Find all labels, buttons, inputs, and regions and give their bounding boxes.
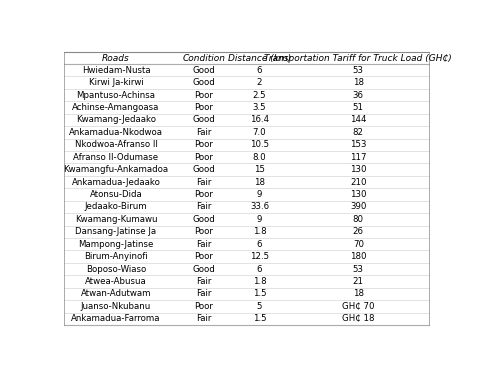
Text: Ankamadua-Jedaako: Ankamadua-Jedaako (72, 178, 160, 186)
Text: 1.8: 1.8 (252, 227, 266, 236)
Text: 53: 53 (352, 66, 363, 75)
Text: 3.5: 3.5 (252, 103, 266, 112)
Text: 18: 18 (352, 78, 363, 87)
Text: Roads: Roads (102, 54, 130, 63)
Text: Condition: Condition (182, 54, 225, 63)
Text: Fair: Fair (195, 314, 211, 323)
Text: 33.6: 33.6 (250, 202, 269, 211)
Text: Fair: Fair (195, 178, 211, 186)
Text: 18: 18 (253, 178, 264, 186)
Text: 390: 390 (349, 202, 366, 211)
Text: Ankamadua-Nkodwoa: Ankamadua-Nkodwoa (69, 128, 163, 137)
Text: 9: 9 (256, 190, 262, 199)
Text: Fair: Fair (195, 289, 211, 299)
Text: 36: 36 (352, 91, 363, 100)
Text: Hwiedam-Nusta: Hwiedam-Nusta (82, 66, 150, 75)
Text: 130: 130 (349, 165, 366, 174)
Text: 2.5: 2.5 (252, 91, 266, 100)
Text: Poor: Poor (194, 190, 213, 199)
Text: Atwea-Abusua: Atwea-Abusua (85, 277, 146, 286)
Text: Mampong-Jatinse: Mampong-Jatinse (78, 240, 154, 249)
Text: Poor: Poor (194, 103, 213, 112)
Text: 21: 21 (352, 277, 363, 286)
Text: Juanso-Nkubanu: Juanso-Nkubanu (81, 302, 151, 311)
Text: 180: 180 (349, 252, 366, 261)
Text: Kirwi Ja-kirwi: Kirwi Ja-kirwi (88, 78, 143, 87)
Text: Achinse-Amangoasa: Achinse-Amangoasa (72, 103, 159, 112)
Text: 6: 6 (256, 240, 262, 249)
Text: Poor: Poor (194, 227, 213, 236)
Text: 1.8: 1.8 (252, 277, 266, 286)
Text: Poor: Poor (194, 153, 213, 162)
Text: 53: 53 (352, 265, 363, 273)
Text: 6: 6 (256, 66, 262, 75)
Text: Atwan-Adutwam: Atwan-Adutwam (81, 289, 151, 299)
Text: Good: Good (192, 215, 215, 224)
Text: 117: 117 (349, 153, 366, 162)
Text: Dansang-Jatinse Ja: Dansang-Jatinse Ja (75, 227, 156, 236)
Text: Poor: Poor (194, 302, 213, 311)
Text: 153: 153 (349, 140, 366, 149)
Text: Good: Good (192, 265, 215, 273)
Text: Transportation Tariff for Truck Load (GH₵): Transportation Tariff for Truck Load (GH… (264, 54, 451, 63)
Text: 1.5: 1.5 (252, 289, 266, 299)
Text: 82: 82 (352, 128, 363, 137)
Text: 130: 130 (349, 190, 366, 199)
Text: Mpantuso-Achinsa: Mpantuso-Achinsa (76, 91, 155, 100)
Text: Fair: Fair (195, 202, 211, 211)
Text: Good: Good (192, 115, 215, 124)
Text: 1.5: 1.5 (252, 314, 266, 323)
Text: 70: 70 (352, 240, 363, 249)
Text: Kwamang-Jedaako: Kwamang-Jedaako (76, 115, 156, 124)
Text: Kwamang-Kumawu: Kwamang-Kumawu (74, 215, 157, 224)
Text: Afranso II-Odumase: Afranso II-Odumase (73, 153, 158, 162)
Text: Poor: Poor (194, 252, 213, 261)
Text: GH₵ 18: GH₵ 18 (341, 314, 374, 323)
Text: Distance (km): Distance (km) (228, 54, 290, 63)
Text: Poor: Poor (194, 91, 213, 100)
Text: 6: 6 (256, 265, 262, 273)
Text: 9: 9 (256, 215, 262, 224)
Text: 18: 18 (352, 289, 363, 299)
Text: 8.0: 8.0 (252, 153, 266, 162)
Text: Good: Good (192, 66, 215, 75)
Text: 16.4: 16.4 (250, 115, 269, 124)
Text: Poor: Poor (194, 140, 213, 149)
Text: Birum-Anyinofi: Birum-Anyinofi (84, 252, 148, 261)
Text: Good: Good (192, 78, 215, 87)
Text: 51: 51 (352, 103, 363, 112)
Text: 80: 80 (352, 215, 363, 224)
Text: 10.5: 10.5 (250, 140, 269, 149)
Text: Boposo-Wiaso: Boposo-Wiaso (86, 265, 146, 273)
Text: 12.5: 12.5 (250, 252, 269, 261)
Text: Fair: Fair (195, 240, 211, 249)
Text: Nkodwoa-Afranso II: Nkodwoa-Afranso II (74, 140, 157, 149)
Text: 7.0: 7.0 (252, 128, 266, 137)
Text: 210: 210 (349, 178, 366, 186)
Text: GH₵ 70: GH₵ 70 (341, 302, 374, 311)
Text: 144: 144 (349, 115, 366, 124)
Text: Good: Good (192, 165, 215, 174)
Text: 26: 26 (352, 227, 363, 236)
Text: 5: 5 (256, 302, 262, 311)
Text: Ankamadua-Farroma: Ankamadua-Farroma (71, 314, 160, 323)
Text: Fair: Fair (195, 277, 211, 286)
Text: 2: 2 (256, 78, 262, 87)
Text: Kwamangfu-Ankamadoa: Kwamangfu-Ankamadoa (63, 165, 168, 174)
Text: Jedaako-Birum: Jedaako-Birum (84, 202, 147, 211)
Text: Atonsu-Dida: Atonsu-Dida (89, 190, 142, 199)
Text: Fair: Fair (195, 128, 211, 137)
Text: 15: 15 (253, 165, 264, 174)
